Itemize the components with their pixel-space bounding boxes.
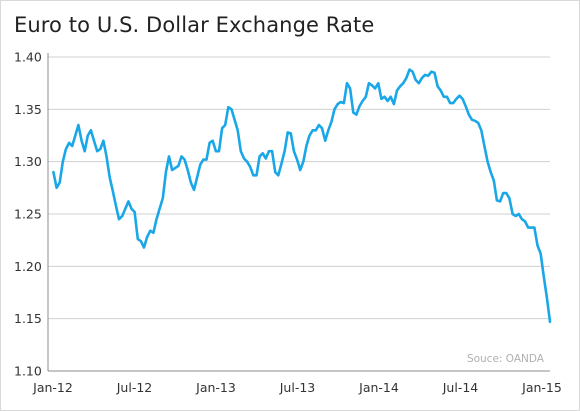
source-note: Souce: OANDA (467, 353, 545, 365)
y-tick-label: 1.15 (14, 311, 42, 326)
x-tick-label: Jan-14 (358, 380, 399, 395)
series-line (52, 68, 552, 324)
tick-labels: 1.10 1.15 1.20 1.25 1.30 1.35 1.40 Jan-12 Jul-12… (14, 50, 562, 396)
gridlines (48, 56, 550, 320)
y-tick-label: 1.30 (14, 154, 42, 169)
y-tick-label: 1.40 (14, 50, 42, 65)
x-tick-label: Jan-12 (32, 380, 73, 395)
x-tick-label: Jul-12 (116, 380, 153, 395)
y-tick-label: 1.35 (14, 102, 42, 117)
y-tick-label: 1.25 (14, 207, 42, 222)
x-tick-label: Jan-15 (521, 380, 562, 395)
x-tick-label: Jul-13 (279, 380, 316, 395)
axes (47, 53, 550, 372)
y-tick-label: 1.10 (14, 364, 42, 379)
chart-title: Euro to U.S. Dollar Exchange Rate (14, 13, 375, 37)
x-tick-label: Jan-13 (195, 380, 236, 395)
series-layer (52, 68, 552, 324)
y-tick-label: 1.20 (14, 259, 42, 274)
x-tick-label: Jul-14 (442, 380, 479, 395)
